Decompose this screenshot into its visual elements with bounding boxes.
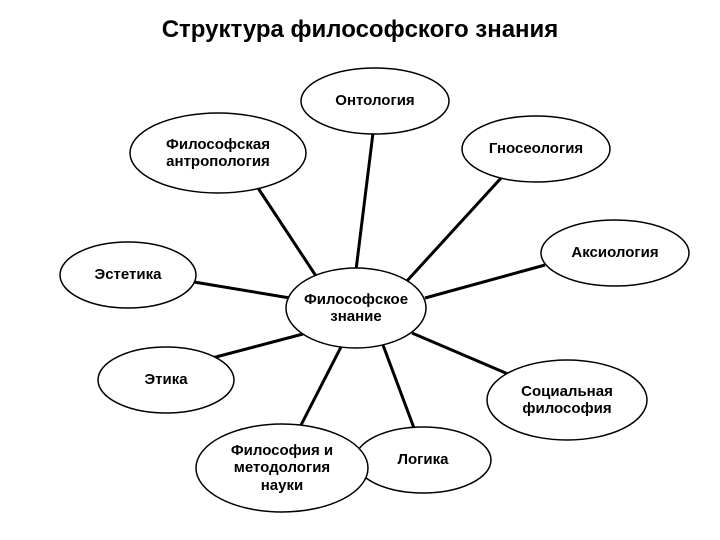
node-axiology-label: Аксиология [541, 220, 689, 286]
node-phil_method-label: Философия иметодологиянауки [196, 424, 368, 512]
edge [425, 265, 545, 298]
edge [406, 177, 502, 282]
node-logic-label: Логика [355, 427, 491, 493]
node-social_phil-label: Социальнаяфилософия [487, 360, 647, 440]
node-ethics-label: Этика [98, 347, 234, 413]
edge [356, 133, 373, 270]
node-ontology-label: Онтология [301, 68, 449, 134]
edge [383, 345, 414, 428]
edge [194, 282, 290, 298]
edge [300, 347, 341, 427]
node-aesthetics-label: Эстетика [60, 242, 196, 308]
center-node-label: Философскоезнание [286, 268, 426, 348]
node-anthropology-label: Философскаяантропология [130, 113, 306, 193]
edge [258, 188, 316, 276]
node-gnoseology-label: Гносеология [462, 116, 610, 182]
